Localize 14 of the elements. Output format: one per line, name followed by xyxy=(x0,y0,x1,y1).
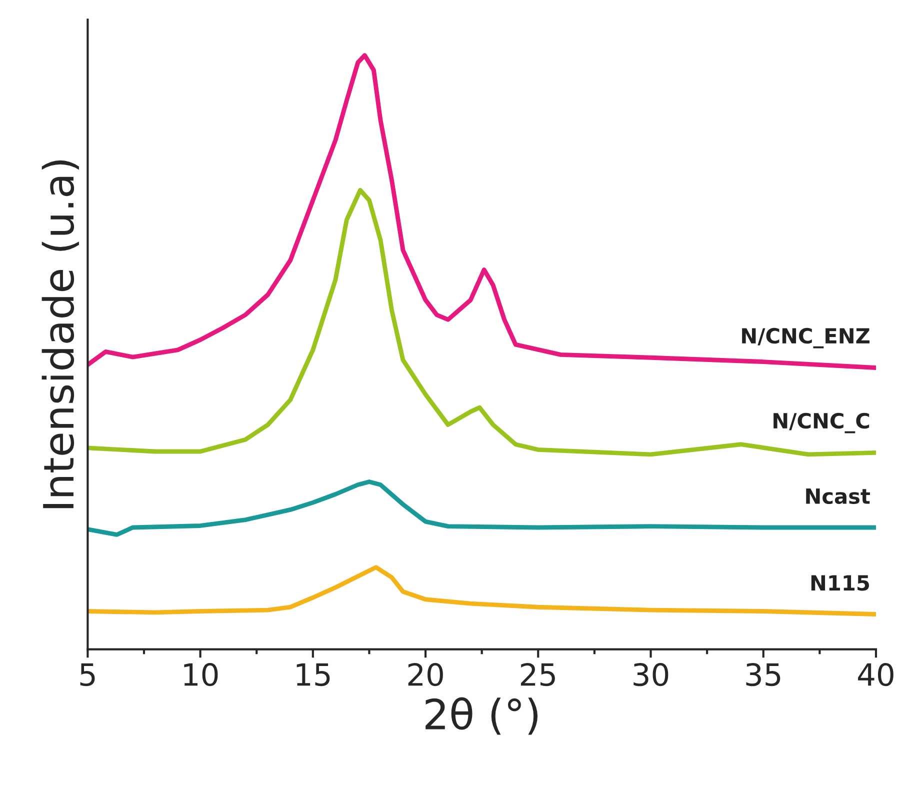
x-tick-label: 15 xyxy=(296,663,330,686)
x-tick-label: 40 xyxy=(858,663,894,686)
y-axis-title: Intensidade (u.a) xyxy=(42,160,79,508)
x-tick-label: 10 xyxy=(184,663,218,686)
series-label: N115 xyxy=(811,575,869,591)
series-label: N/CNC_C xyxy=(774,412,870,434)
x-tick-label: 30 xyxy=(634,663,668,686)
series-label: N/CNC_ENZ xyxy=(742,328,870,348)
x-axis-title: 2θ (°) xyxy=(426,697,538,735)
x-tick-label: 5 xyxy=(80,663,95,686)
x-tick-label: 25 xyxy=(520,663,555,686)
x-tick-label: 35 xyxy=(746,663,780,686)
series-label: Ncast xyxy=(806,488,870,504)
x-tick-label: 20 xyxy=(408,663,443,686)
